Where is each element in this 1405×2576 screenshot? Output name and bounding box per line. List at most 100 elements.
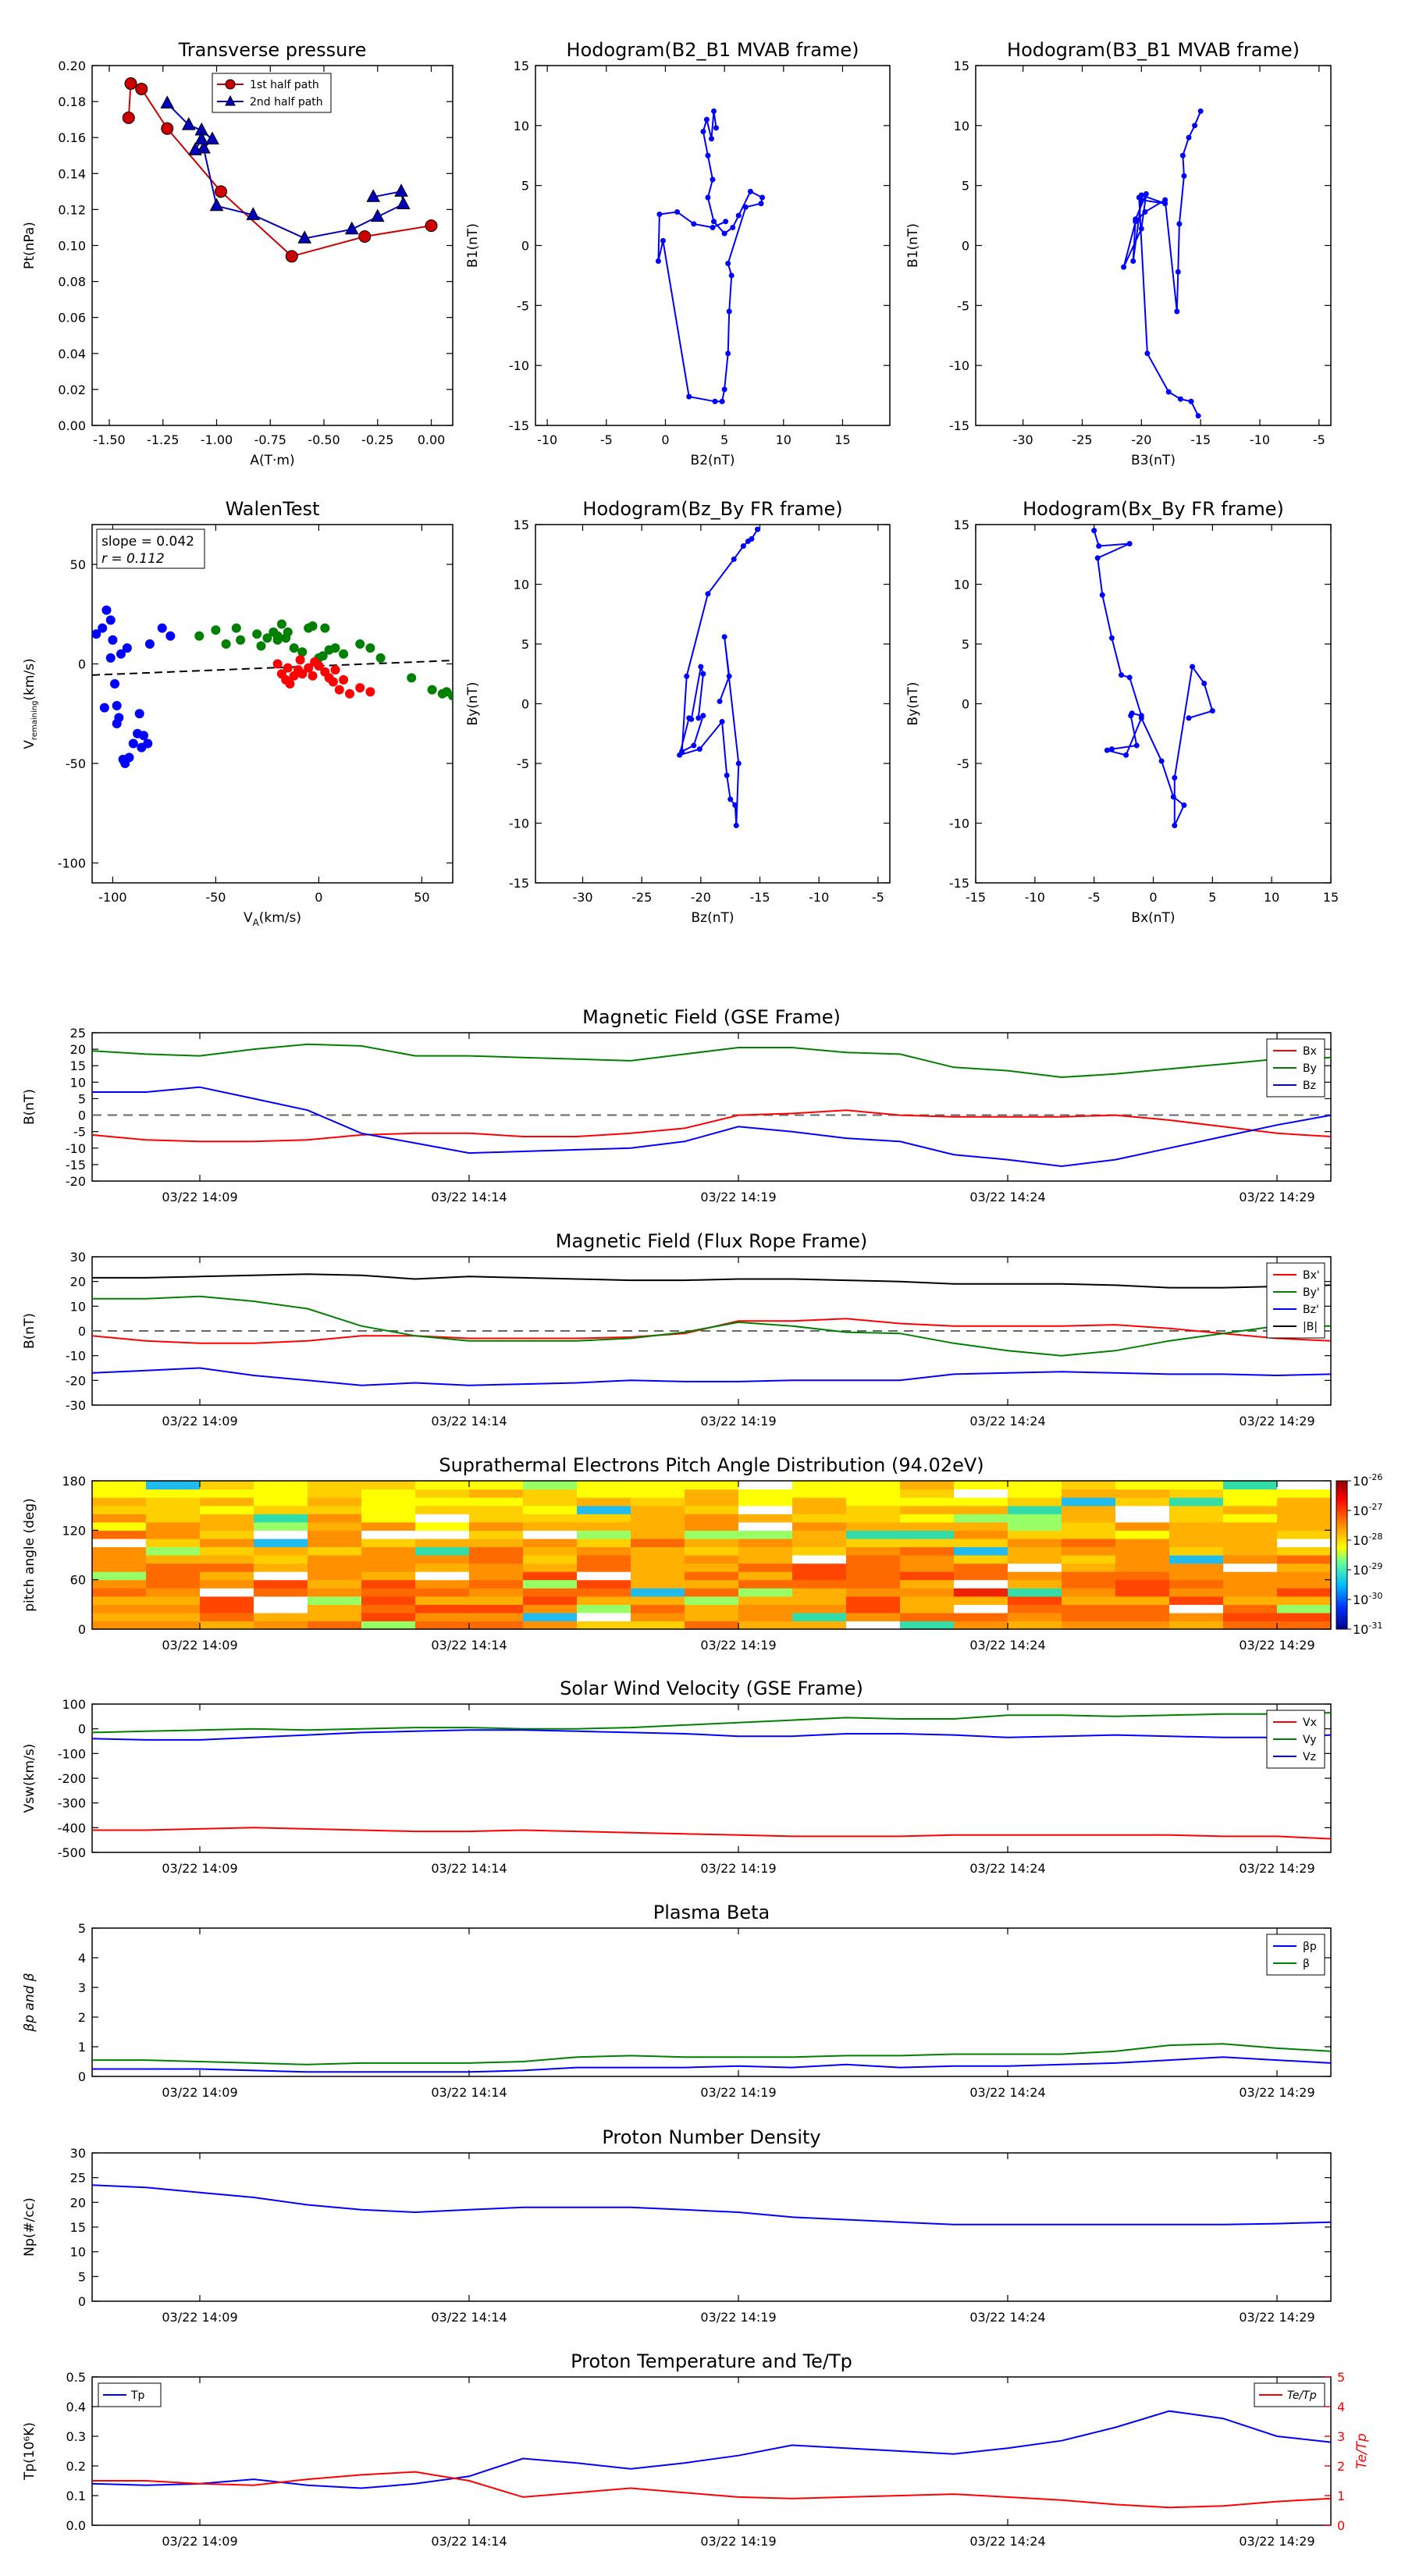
x-tick-label: 0 bbox=[661, 432, 669, 447]
heatmap-cell bbox=[308, 1497, 362, 1507]
heatmap-cell bbox=[900, 1497, 955, 1507]
heatmap-cell bbox=[146, 1489, 201, 1498]
heatmap-cell bbox=[577, 1546, 631, 1556]
heatmap-cell bbox=[200, 1588, 254, 1597]
heatmap-cell bbox=[685, 1521, 739, 1531]
heatmap-cell bbox=[1223, 1514, 1278, 1523]
heatmap-cell bbox=[469, 1596, 524, 1605]
heatmap-cell bbox=[792, 1538, 847, 1548]
heatmap-cell bbox=[1008, 1497, 1062, 1507]
y-axis-label: Tp(10⁶K) bbox=[22, 2422, 37, 2481]
y-tick-label: -15 bbox=[509, 876, 529, 891]
data-point bbox=[1174, 308, 1180, 315]
x-tick-label: 03/22 14:09 bbox=[162, 2310, 237, 2325]
heatmap-cell bbox=[523, 1497, 578, 1507]
y-tick-label: 180 bbox=[62, 1474, 86, 1489]
heatmap-cell bbox=[577, 1555, 631, 1564]
data-point bbox=[272, 635, 283, 645]
data-point bbox=[165, 631, 176, 641]
heatmap-cell bbox=[1008, 1563, 1062, 1572]
heatmap-cell bbox=[738, 1538, 793, 1548]
chart-h2: Hodogram(B3_B1 MVAB frame) -15 -10 -5 0 5 10 15… bbox=[905, 39, 1332, 468]
heatmap-cell bbox=[1062, 1489, 1116, 1498]
data-point bbox=[1176, 221, 1183, 227]
heatmap-cell bbox=[631, 1505, 685, 1514]
heatmap-cell bbox=[577, 1596, 631, 1605]
chart-walen-test: WalenTest -100 -50 0 50 -100 -50 0 50 VA(km/s) Vre… bbox=[22, 498, 454, 928]
heatmap-cell bbox=[1008, 1538, 1062, 1548]
data-point bbox=[297, 647, 308, 657]
heatmap-cell bbox=[200, 1596, 254, 1605]
legend-label: Bz bbox=[1303, 1080, 1316, 1092]
x-tick-label: 03/22 14:19 bbox=[700, 2085, 776, 2100]
y-tick-label: 0.5 bbox=[66, 2370, 86, 2385]
series-line bbox=[92, 2471, 1332, 2509]
x-tick-label: 03/22 14:09 bbox=[162, 1414, 237, 1429]
heatmap-cell bbox=[1115, 1530, 1170, 1539]
heatmap-cell bbox=[308, 1514, 362, 1523]
heatmap-cell bbox=[361, 1571, 416, 1581]
y-tick-label: -20 bbox=[66, 1174, 86, 1189]
x-tick-label: -5 bbox=[1313, 432, 1325, 447]
x-tick-label: 03/22 14:19 bbox=[700, 1190, 776, 1204]
heatmap-cell bbox=[308, 1612, 362, 1622]
data-point bbox=[304, 663, 314, 673]
heatmap-cell bbox=[200, 1497, 254, 1507]
y-tick-label: 0.20 bbox=[58, 59, 86, 73]
y-tick-label: -50 bbox=[66, 756, 86, 771]
data-point bbox=[703, 116, 710, 123]
data-point bbox=[285, 679, 295, 688]
heatmap-cell bbox=[523, 1546, 578, 1556]
heatmap-cell bbox=[1115, 1579, 1170, 1589]
x-tick-label: 0.00 bbox=[418, 432, 446, 447]
data-point bbox=[1170, 794, 1176, 800]
y-tick-label: 0.4 bbox=[66, 2400, 86, 2414]
y-tick-label-right: 3 bbox=[1337, 2429, 1345, 2444]
data-point bbox=[747, 188, 753, 194]
heatmap-cell bbox=[1008, 1596, 1062, 1605]
x-tick-label: -20 bbox=[1131, 432, 1151, 447]
series-line bbox=[92, 1086, 1332, 1168]
plot-frame bbox=[975, 65, 1332, 426]
heatmap-cell bbox=[1223, 1612, 1278, 1622]
x-tick-label: 5 bbox=[720, 432, 728, 447]
heatmap-cell bbox=[1062, 1571, 1116, 1581]
data-point bbox=[700, 671, 706, 677]
heatmap-cell bbox=[846, 1596, 901, 1605]
x-tick-label: -0.25 bbox=[361, 432, 393, 447]
y-tick-label: 30 bbox=[70, 2146, 86, 2161]
x-tick-label: -25 bbox=[631, 890, 652, 905]
data-point bbox=[1209, 708, 1215, 714]
data-point bbox=[181, 117, 196, 130]
data-point bbox=[1177, 396, 1183, 402]
data-point bbox=[725, 350, 731, 357]
data-point bbox=[289, 643, 299, 653]
x-tick-label: -25 bbox=[1072, 432, 1092, 447]
data-point bbox=[161, 122, 174, 135]
data-point bbox=[297, 669, 308, 679]
x-tick-label: 03/22 14:29 bbox=[1239, 2085, 1314, 2100]
heatmap-cell bbox=[631, 1563, 685, 1572]
heatmap-cell bbox=[469, 1489, 524, 1498]
heatmap-cell bbox=[846, 1530, 901, 1539]
heatmap-cell bbox=[92, 1530, 147, 1539]
data-point bbox=[710, 176, 716, 183]
y-tick-label: -30 bbox=[66, 1398, 86, 1413]
heatmap-cell bbox=[146, 1571, 201, 1581]
plot-frame bbox=[91, 1703, 1332, 1853]
heatmap-cell bbox=[1008, 1546, 1062, 1556]
data-point bbox=[345, 688, 354, 699]
data-point bbox=[733, 823, 739, 829]
heatmap-cell bbox=[200, 1505, 254, 1514]
data-point bbox=[725, 261, 731, 267]
data-point bbox=[726, 673, 732, 679]
y-tick-label: 0 bbox=[78, 1324, 86, 1339]
chart-title: Hodogram(Bx_By FR frame) bbox=[1023, 498, 1284, 520]
x-tick-label: 10 bbox=[776, 432, 791, 447]
data-point bbox=[684, 673, 690, 679]
chart-h4: Hodogram(Bx_By FR frame) -15 -10 -5 0 5 10 15 -1… bbox=[905, 498, 1339, 926]
heatmap-cell bbox=[1169, 1555, 1224, 1564]
heatmap-cell bbox=[361, 1621, 416, 1630]
heatmap-cell bbox=[361, 1555, 416, 1564]
heatmap-cell bbox=[254, 1489, 308, 1498]
